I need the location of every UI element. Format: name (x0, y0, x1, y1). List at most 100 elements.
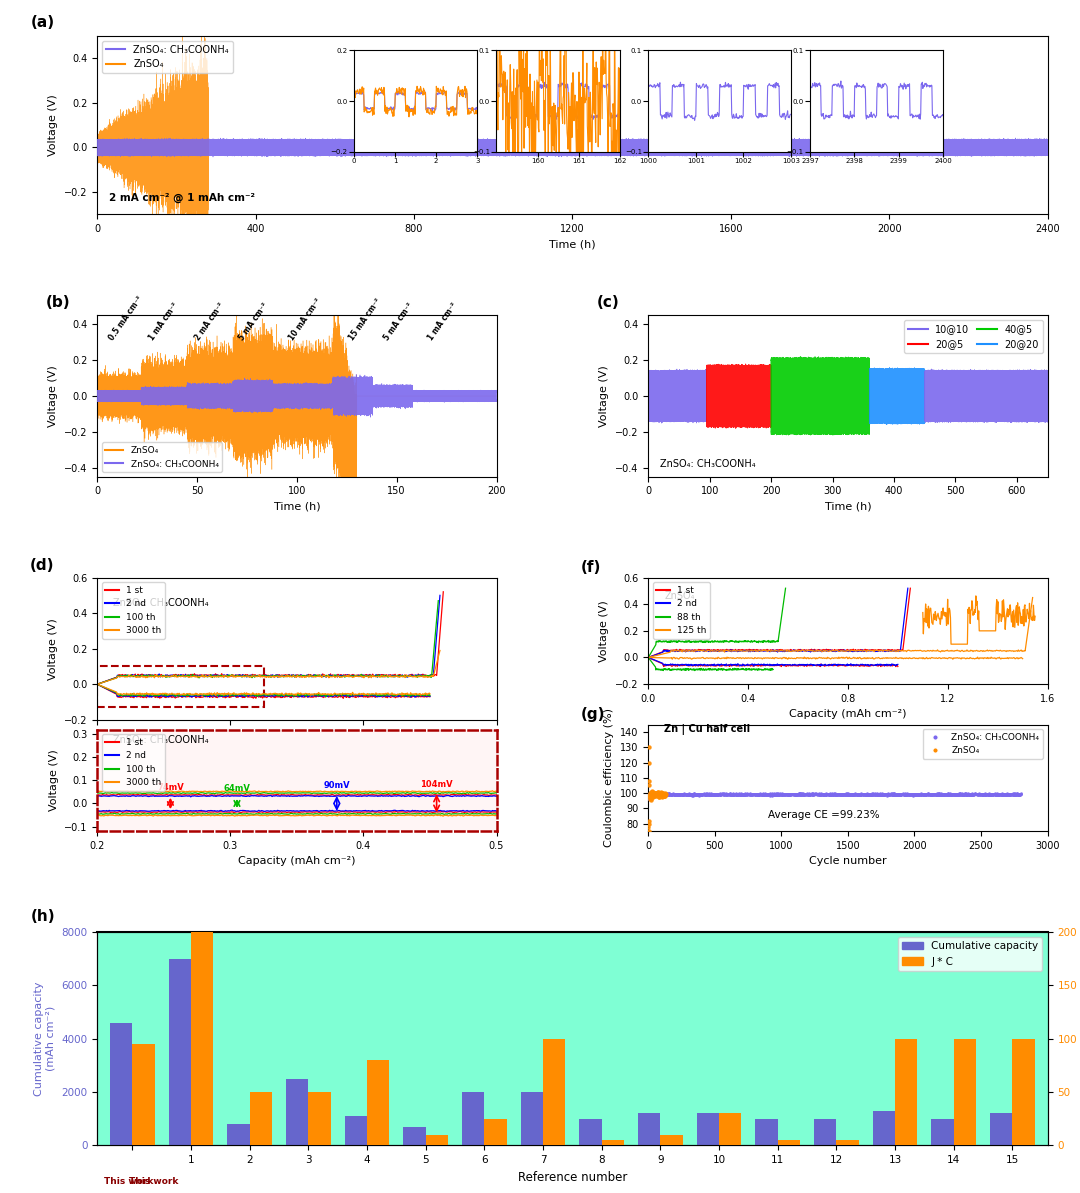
Point (738, 785, 755, 804)
Point (783, 785, 800, 804)
Point (654, 784, 672, 803)
Point (845, 785, 862, 804)
Point (659, 785, 676, 804)
Point (909, 785, 927, 804)
Point (897, 785, 915, 804)
Point (866, 784, 883, 803)
Point (842, 785, 860, 804)
Point (658, 785, 675, 804)
Point (950, 784, 968, 803)
Point (1004, 785, 1022, 804)
Point (661, 785, 678, 804)
Point (985, 785, 1002, 804)
Point (998, 785, 1015, 804)
Point (875, 785, 892, 804)
Point (699, 784, 716, 803)
Point (823, 785, 840, 804)
Point (811, 784, 828, 803)
Point (969, 785, 986, 804)
Point (796, 784, 813, 803)
Point (723, 785, 740, 804)
Point (742, 785, 759, 804)
Point (918, 785, 935, 804)
Point (656, 785, 673, 804)
Point (644, 784, 661, 803)
Point (931, 785, 948, 804)
Point (941, 785, 958, 804)
Point (718, 785, 735, 804)
Point (760, 785, 778, 804)
Point (846, 785, 863, 804)
Point (822, 785, 839, 804)
Point (962, 785, 980, 804)
Point (645, 785, 662, 804)
Point (853, 785, 870, 804)
Point (896, 785, 914, 804)
Point (863, 785, 880, 804)
Point (865, 785, 882, 804)
Y-axis label: Voltage (V): Voltage (V) (49, 749, 58, 811)
Point (643, 785, 660, 804)
Point (727, 785, 744, 804)
Point (716, 785, 733, 804)
Point (660, 785, 677, 804)
Point (712, 784, 729, 803)
Point (850, 784, 867, 803)
Point (836, 785, 853, 804)
Point (855, 785, 873, 804)
Point (657, 785, 674, 804)
Point (654, 785, 672, 804)
Point (676, 784, 693, 803)
Point (732, 786, 750, 805)
Point (725, 785, 742, 804)
Point (934, 785, 951, 804)
Point (907, 784, 924, 803)
Point (941, 784, 958, 803)
Point (976, 785, 994, 804)
Point (754, 785, 771, 804)
Point (707, 785, 725, 804)
Point (907, 785, 924, 804)
Point (865, 785, 882, 804)
Point (716, 785, 733, 804)
Point (669, 785, 686, 804)
Point (792, 784, 809, 803)
Point (866, 785, 883, 804)
Point (785, 784, 802, 803)
Point (666, 785, 684, 804)
Point (818, 785, 835, 804)
Legend: Cumulative capacity, J * C: Cumulative capacity, J * C (897, 938, 1042, 971)
Point (681, 785, 699, 804)
Text: (b): (b) (45, 295, 70, 310)
Point (842, 784, 860, 803)
Point (960, 785, 977, 804)
Point (889, 785, 906, 804)
Point (739, 785, 756, 804)
Point (883, 785, 901, 804)
Point (652, 785, 670, 804)
Point (954, 785, 971, 804)
Point (854, 785, 872, 804)
Point (745, 785, 762, 804)
Point (970, 784, 987, 803)
Text: (h): (h) (30, 909, 55, 925)
Point (827, 785, 845, 804)
Bar (814, 1119, 836, 1145)
Point (986, 785, 1003, 804)
Point (718, 784, 735, 803)
Point (980, 785, 997, 804)
Point (704, 785, 721, 804)
Point (838, 784, 855, 803)
Point (1011, 785, 1028, 804)
Point (762, 784, 780, 803)
Point (810, 785, 827, 804)
Point (1000, 785, 1017, 804)
Point (770, 785, 787, 804)
Point (750, 785, 767, 804)
Point (967, 784, 984, 803)
Bar (309, 1092, 330, 1145)
Point (789, 785, 807, 804)
Point (866, 785, 883, 804)
Point (905, 785, 922, 804)
Point (894, 785, 912, 804)
